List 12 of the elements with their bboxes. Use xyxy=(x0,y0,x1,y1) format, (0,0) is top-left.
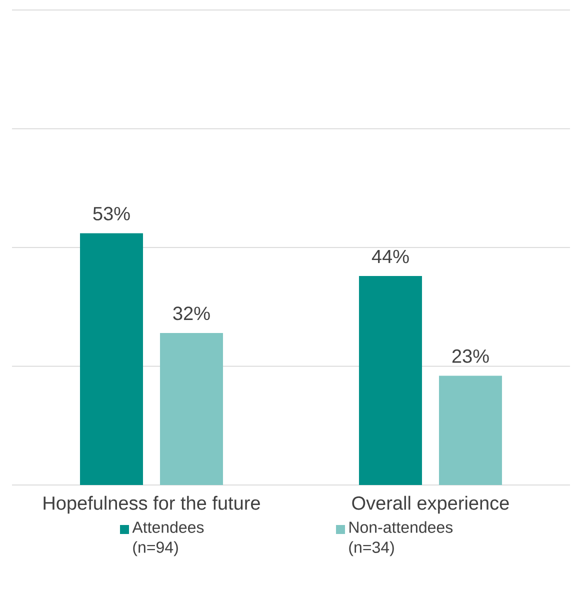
x-tick-label: Hopefulness for the future xyxy=(44,496,260,514)
bar xyxy=(358,276,422,485)
data-label: 32% xyxy=(173,306,210,320)
data-label: 53% xyxy=(93,206,130,220)
bar xyxy=(80,233,143,485)
x-tick-label: Overall experience xyxy=(352,496,509,514)
bar xyxy=(438,376,502,485)
bar xyxy=(160,333,223,485)
data-label: 44% xyxy=(372,250,409,264)
data-label: 23% xyxy=(452,349,489,363)
legend-label: Attendees (n=94) xyxy=(132,521,204,556)
legend-label: Non-attendees (n=34) xyxy=(349,521,453,556)
